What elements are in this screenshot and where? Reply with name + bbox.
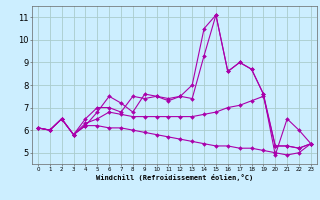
X-axis label: Windchill (Refroidissement éolien,°C): Windchill (Refroidissement éolien,°C) [96, 174, 253, 181]
